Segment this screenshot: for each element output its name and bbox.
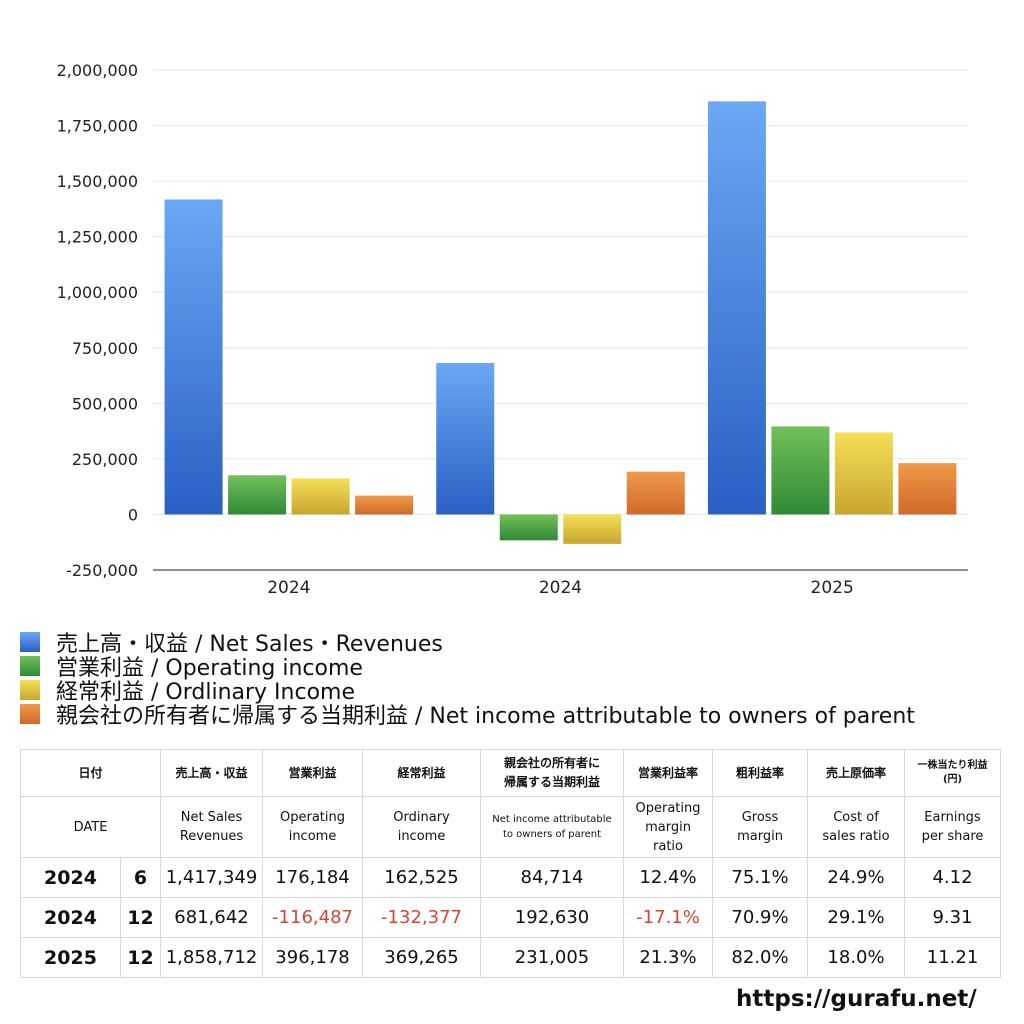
cell-ord: 369,265 bbox=[362, 937, 482, 978]
cell-net: 84,714 bbox=[480, 857, 625, 898]
table-header-jp: 日付 売上高・収益 営業利益 経常利益 親会社の所有者に 帰属する当期利益 営業利… bbox=[19, 749, 1002, 797]
financial-table: 日付 売上高・収益 営業利益 経常利益 親会社の所有者に 帰属する当期利益 営業利… bbox=[19, 749, 1002, 978]
cell-sales: 1,417,349 bbox=[160, 857, 264, 898]
legend-swatch-net bbox=[20, 704, 40, 724]
header-sales-en: Net Sales Revenues bbox=[160, 796, 264, 858]
legend-label-sales: 売上高・収益 / Net Sales・Revenues bbox=[56, 632, 443, 657]
cell-year: 2025 bbox=[20, 937, 121, 978]
header-eps-en: Earnings per share bbox=[904, 796, 1002, 858]
x-tick-label: 2024 bbox=[539, 578, 582, 598]
header-ord-en: Ordinary income bbox=[362, 796, 482, 858]
cell-gross: 70.9% bbox=[712, 897, 809, 938]
header-ord-jp: 経常利益 bbox=[362, 749, 482, 797]
bar-ordinary-1 bbox=[563, 514, 622, 544]
cell-eps: 4.12 bbox=[904, 857, 1002, 898]
bar-net-0 bbox=[355, 495, 414, 515]
cell-op: -116,487 bbox=[262, 897, 364, 938]
header-cost-jp: 売上原価率 bbox=[807, 749, 906, 797]
x-tick-label: 2024 bbox=[267, 578, 310, 598]
header-gross-jp: 粗利益率 bbox=[712, 749, 809, 797]
legend-swatch-operating bbox=[20, 656, 40, 676]
cell-cost: 18.0% bbox=[807, 937, 906, 978]
bar-net-2 bbox=[898, 463, 957, 515]
y-tick-label: 250,000 bbox=[72, 450, 138, 469]
bar-chart: 2,000,000 1,750,000 1,500,000 1,250,000 1,00… bbox=[57, 61, 968, 598]
header-op-en: Operating income bbox=[262, 796, 364, 858]
cell-cost: 29.1% bbox=[807, 897, 906, 938]
y-tick-label: 750,000 bbox=[72, 339, 138, 358]
bar-operating-1 bbox=[499, 514, 558, 541]
cell-eps: 11.21 bbox=[904, 937, 1002, 978]
header-date-jp: 日付 bbox=[19, 749, 162, 797]
site-url: https://gurafu.net/ bbox=[736, 986, 977, 1012]
bar-operating-2 bbox=[771, 426, 830, 515]
cell-op: 176,184 bbox=[262, 857, 364, 898]
table-row: 2024 6 1,417,349 176,184 162,525 84,714 … bbox=[20, 857, 1002, 898]
cell-year: 2024 bbox=[20, 897, 121, 938]
cell-cost: 24.9% bbox=[807, 857, 906, 898]
cell-eps: 9.31 bbox=[904, 897, 1002, 938]
bar-operating-0 bbox=[228, 475, 287, 515]
cell-gross: 75.1% bbox=[712, 857, 809, 898]
cell-year: 2024 bbox=[20, 857, 121, 898]
y-tick-label: 1,500,000 bbox=[57, 172, 138, 191]
cell-sales: 1,858,712 bbox=[160, 937, 264, 978]
cell-month: 6 bbox=[119, 857, 162, 898]
cell-net: 192,630 bbox=[480, 897, 625, 938]
y-tick-label: 0 bbox=[128, 505, 138, 524]
legend-item-net: 親会社の所有者に帰属する当期利益 / Net income attributab… bbox=[20, 702, 915, 729]
header-sales-jp: 売上高・収益 bbox=[160, 749, 264, 797]
header-cost-en: Cost of sales ratio bbox=[807, 796, 906, 858]
cell-op: 396,178 bbox=[262, 937, 364, 978]
bar-sales-1 bbox=[436, 362, 495, 515]
table-row: 2024 12 681,642 -116,487 -132,377 192,63… bbox=[20, 897, 1002, 938]
cell-op-margin: 12.4% bbox=[623, 857, 714, 898]
legend-item-operating: 営業利益 / Operating income bbox=[20, 654, 915, 681]
cell-month: 12 bbox=[119, 897, 162, 938]
cell-op-margin: -17.1% bbox=[623, 897, 714, 938]
cell-op-margin: 21.3% bbox=[623, 937, 714, 978]
header-op-jp: 営業利益 bbox=[262, 749, 364, 797]
chart-legend: 売上高・収益 / Net Sales・Revenues 営業利益 / Opera… bbox=[20, 630, 915, 729]
x-tick-label: 2025 bbox=[811, 578, 854, 598]
cell-ord: 162,525 bbox=[362, 857, 482, 898]
header-op-margin-jp: 営業利益率 bbox=[623, 749, 714, 797]
legend-swatch-sales bbox=[20, 632, 40, 652]
y-tick-label: 500,000 bbox=[72, 394, 138, 413]
header-date-en: DATE bbox=[19, 796, 162, 858]
y-tick-label: 2,000,000 bbox=[57, 61, 138, 80]
table-header-en: DATE Net Sales Revenues Operating income O… bbox=[19, 796, 1002, 858]
header-gross-en: Gross margin bbox=[712, 796, 809, 858]
y-tick-label: -250,000 bbox=[66, 561, 138, 580]
legend-label-operating: 営業利益 / Operating income bbox=[56, 656, 363, 681]
cell-ord: -132,377 bbox=[362, 897, 482, 938]
cell-net: 231,005 bbox=[480, 937, 625, 978]
y-tick-label: 1,000,000 bbox=[57, 283, 138, 302]
header-net-jp: 親会社の所有者に 帰属する当期利益 bbox=[480, 749, 625, 797]
legend-swatch-ordinary bbox=[20, 680, 40, 700]
table-row: 2025 12 1,858,712 396,178 369,265 231,00… bbox=[20, 937, 1002, 978]
bar-ordinary-2 bbox=[834, 432, 893, 515]
y-tick-label: 1,250,000 bbox=[57, 228, 138, 247]
cell-gross: 82.0% bbox=[712, 937, 809, 978]
y-tick-label: 1,750,000 bbox=[57, 117, 138, 136]
header-op-margin-en: Operating margin ratio bbox=[623, 796, 714, 858]
header-eps-jp: 一株当たり利益 (円) bbox=[904, 749, 1002, 797]
bar-ordinary-0 bbox=[291, 478, 350, 515]
bar-net-1 bbox=[626, 471, 685, 515]
bar-sales-0 bbox=[164, 199, 223, 515]
legend-label-ordinary: 経常利益 / Ordlinary Income bbox=[56, 680, 355, 705]
bar-sales-2 bbox=[707, 101, 766, 515]
header-net-en: Net income attributable to owners of pare… bbox=[480, 796, 625, 858]
legend-label-net: 親会社の所有者に帰属する当期利益 / Net income attributab… bbox=[56, 704, 915, 729]
cell-month: 12 bbox=[119, 937, 162, 978]
cell-sales: 681,642 bbox=[160, 897, 264, 938]
legend-item-sales: 売上高・収益 / Net Sales・Revenues bbox=[20, 630, 915, 657]
legend-item-ordinary: 経常利益 / Ordlinary Income bbox=[20, 678, 915, 705]
